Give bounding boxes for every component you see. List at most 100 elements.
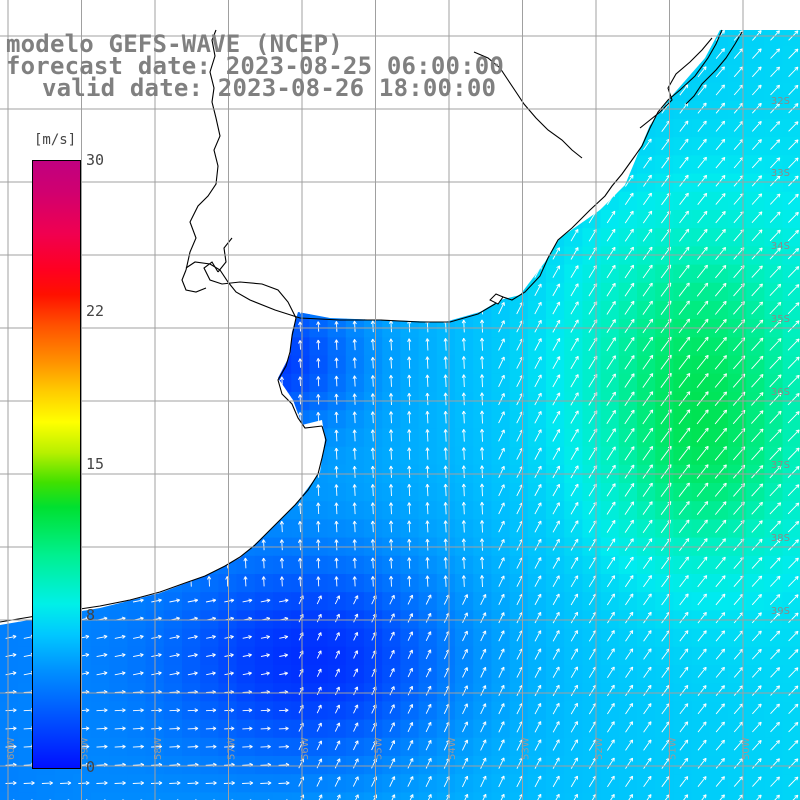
wind-arrow — [5, 598, 17, 603]
wind-cell — [236, 228, 256, 247]
wind-cell — [455, 246, 474, 266]
wind-arrow — [407, 192, 412, 205]
wind-arrow — [425, 210, 430, 224]
wind-arrow — [170, 520, 175, 533]
wind-cell — [455, 210, 474, 229]
wind-cell — [200, 410, 219, 429]
wind-cell — [182, 483, 201, 502]
wind-arrow — [24, 211, 30, 223]
wind-arrow — [498, 265, 505, 278]
wind-cell — [309, 119, 329, 138]
wind-cell — [345, 210, 365, 229]
wind-cell — [0, 373, 19, 393]
wind-arrow — [134, 357, 139, 369]
wind-arrow — [97, 484, 102, 496]
wind-cell — [582, 137, 602, 156]
wind-cell — [91, 191, 110, 211]
wind-arrow — [279, 174, 284, 187]
wind-cell — [673, 173, 693, 193]
wind-cell — [18, 792, 37, 800]
wind-arrow — [97, 284, 102, 296]
wind-arrow — [425, 247, 430, 260]
wind-arrow — [188, 466, 193, 478]
wind-arrow — [261, 211, 266, 223]
wind-cell — [327, 191, 347, 211]
wind-arrow — [516, 193, 524, 205]
wind-cell — [418, 137, 438, 156]
wind-cell — [109, 410, 128, 429]
wind-cell — [254, 155, 274, 175]
wind-arrow — [170, 502, 175, 515]
wind-cell — [91, 519, 110, 539]
wind-cell — [0, 173, 19, 193]
wind-cell — [163, 319, 183, 338]
wind-cell — [273, 410, 292, 429]
wind-cell — [273, 319, 292, 338]
wind-arrow — [316, 447, 321, 460]
wind-arrow — [115, 448, 121, 460]
wind-cell — [600, 792, 620, 800]
wind-arrow — [479, 265, 485, 278]
wind-cell — [291, 137, 310, 156]
wind-cell — [582, 792, 602, 800]
wind-cell — [546, 173, 565, 193]
wind-arrow — [570, 156, 579, 169]
latitude-label: 38S — [771, 533, 790, 544]
wind-cell — [218, 319, 238, 338]
wind-cell — [236, 410, 256, 429]
wind-arrow — [552, 65, 560, 78]
wind-cell — [0, 282, 19, 302]
wind-arrow — [534, 47, 542, 60]
wind-cell — [291, 155, 310, 175]
wind-arrow — [625, 66, 634, 78]
wind-cell — [436, 264, 456, 284]
wind-arrow — [516, 47, 524, 60]
wind-arrow — [316, 302, 321, 314]
wind-cell — [127, 100, 147, 120]
wind-arrow — [188, 539, 193, 551]
wind-cell — [200, 373, 219, 393]
wind-cell — [254, 264, 274, 284]
wind-arrow — [388, 302, 394, 315]
wind-arrow — [24, 539, 30, 551]
wind-cell — [91, 173, 110, 193]
wind-arrow — [643, 47, 652, 60]
wind-arrow — [352, 119, 357, 133]
wind-cell — [200, 555, 219, 575]
wind-cell — [309, 246, 329, 266]
wind-arrow — [188, 321, 193, 332]
wind-cell — [182, 501, 201, 520]
wind-arrow — [188, 557, 193, 569]
wind-arrow — [407, 101, 412, 114]
wind-arrow — [316, 120, 321, 133]
wind-arrow — [443, 301, 448, 315]
wind-cell — [0, 555, 19, 575]
wind-cell — [182, 155, 201, 175]
wind-cell — [273, 792, 292, 800]
wind-arrow — [334, 119, 339, 133]
wind-cell — [163, 446, 183, 466]
wind-arrow — [170, 247, 175, 260]
wind-arrow — [243, 120, 248, 132]
wind-arrow — [243, 211, 248, 223]
wind-arrow — [297, 303, 303, 314]
wind-cell — [600, 119, 620, 138]
wind-cell — [509, 100, 529, 120]
wind-cell — [254, 428, 274, 448]
wind-cell — [600, 428, 620, 448]
wind-arrow — [552, 156, 560, 169]
wind-cell — [345, 137, 365, 156]
wind-arrow — [24, 175, 30, 187]
wind-arrow — [334, 156, 339, 169]
wind-arrow — [188, 102, 193, 114]
wind-cell — [0, 410, 19, 429]
wind-cell — [254, 119, 274, 138]
wind-arrow — [352, 101, 357, 114]
wind-arrow — [97, 429, 102, 442]
wind-arrow — [407, 138, 412, 151]
wind-cell — [491, 137, 511, 156]
wind-arrow — [570, 47, 579, 60]
wind-cell — [327, 155, 347, 175]
wind-cell — [291, 100, 310, 120]
wind-arrow — [206, 229, 212, 242]
